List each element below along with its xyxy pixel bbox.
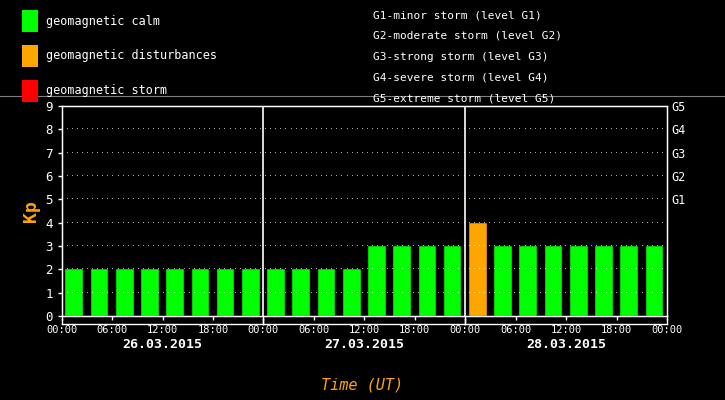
Text: geomagnetic calm: geomagnetic calm xyxy=(46,14,160,28)
Bar xyxy=(166,269,184,316)
Bar xyxy=(494,246,512,316)
Bar xyxy=(570,246,587,316)
Text: G4-severe storm (level G4): G4-severe storm (level G4) xyxy=(373,72,549,82)
Text: 26.03.2015: 26.03.2015 xyxy=(123,338,202,351)
Bar xyxy=(368,246,386,316)
Y-axis label: Kp: Kp xyxy=(22,200,40,222)
Bar xyxy=(242,269,260,316)
Text: G5-extreme storm (level G5): G5-extreme storm (level G5) xyxy=(373,93,555,103)
Bar xyxy=(343,269,360,316)
Bar xyxy=(418,246,436,316)
Bar xyxy=(217,269,234,316)
Bar xyxy=(645,246,663,316)
Bar xyxy=(191,269,210,316)
Bar xyxy=(544,246,563,316)
Bar xyxy=(444,246,461,316)
Bar xyxy=(141,269,159,316)
Bar xyxy=(116,269,133,316)
Bar xyxy=(621,246,638,316)
Bar xyxy=(65,269,83,316)
Bar xyxy=(268,269,285,316)
Text: Time (UT): Time (UT) xyxy=(321,378,404,393)
Bar xyxy=(519,246,537,316)
Text: G2-moderate storm (level G2): G2-moderate storm (level G2) xyxy=(373,31,563,41)
Bar xyxy=(91,269,108,316)
Bar xyxy=(318,269,335,316)
Text: 28.03.2015: 28.03.2015 xyxy=(526,338,606,351)
Text: 27.03.2015: 27.03.2015 xyxy=(324,338,405,351)
Bar xyxy=(469,223,486,316)
Bar xyxy=(595,246,613,316)
Bar xyxy=(394,246,411,316)
Text: geomagnetic storm: geomagnetic storm xyxy=(46,84,167,97)
Text: geomagnetic disturbances: geomagnetic disturbances xyxy=(46,49,218,62)
Bar xyxy=(292,269,310,316)
Text: G1-minor storm (level G1): G1-minor storm (level G1) xyxy=(373,10,542,20)
Text: G3-strong storm (level G3): G3-strong storm (level G3) xyxy=(373,52,549,62)
